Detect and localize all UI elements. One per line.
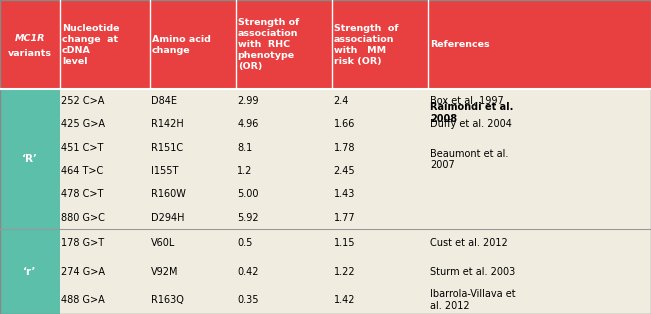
Bar	[150, 0, 236, 89]
Text: variants: variants	[8, 49, 52, 58]
Text: 1.42: 1.42	[333, 295, 355, 305]
Bar	[60, 0, 150, 89]
Text: Ibarrola-Villava et
al. 2012: Ibarrola-Villava et al. 2012	[430, 289, 516, 311]
Text: ‘R’: ‘R’	[22, 154, 38, 164]
Text: V92M: V92M	[151, 267, 179, 277]
Text: 178 G>T: 178 G>T	[61, 238, 105, 248]
Bar	[332, 0, 428, 89]
Bar	[428, 89, 651, 229]
Text: Amino acid
change: Amino acid change	[152, 35, 211, 55]
Text: D294H: D294H	[151, 213, 185, 223]
Text: 274 G>A: 274 G>A	[61, 267, 105, 277]
Bar	[0, 229, 60, 314]
Text: ‘r’: ‘r’	[23, 267, 36, 277]
Text: MC1R: MC1R	[15, 34, 45, 43]
Text: R142H: R142H	[151, 119, 184, 129]
Bar	[236, 0, 332, 89]
Text: Nucleotide
change  at
cDNA
level: Nucleotide change at cDNA level	[62, 24, 119, 66]
Text: Sturm et al. 2003: Sturm et al. 2003	[430, 267, 515, 277]
Text: Cust et al. 2012: Cust et al. 2012	[430, 238, 508, 248]
Text: I155T: I155T	[151, 166, 179, 176]
Text: R163Q: R163Q	[151, 295, 184, 305]
Text: Raimondi et al.
2008: Raimondi et al. 2008	[430, 102, 514, 124]
Bar	[428, 229, 651, 314]
Text: 425 G>A: 425 G>A	[61, 119, 105, 129]
Text: 880 G>C: 880 G>C	[61, 213, 105, 223]
Text: References: References	[430, 40, 490, 49]
Text: 451 C>T: 451 C>T	[61, 143, 104, 153]
Text: 4.96: 4.96	[237, 119, 258, 129]
Text: R151C: R151C	[151, 143, 184, 153]
Text: 1.77: 1.77	[333, 213, 355, 223]
Text: 2.4: 2.4	[333, 96, 349, 106]
Text: 1.15: 1.15	[333, 238, 355, 248]
Text: 478 C>T: 478 C>T	[61, 189, 104, 199]
Text: 1.43: 1.43	[333, 189, 355, 199]
Text: 464 T>C: 464 T>C	[61, 166, 104, 176]
Text: D84E: D84E	[151, 96, 177, 106]
Text: 1.2: 1.2	[237, 166, 253, 176]
Text: V60L: V60L	[151, 238, 176, 248]
Text: Strength  of
association
with   MM
risk (OR): Strength of association with MM risk (OR…	[334, 24, 398, 66]
Text: 0.5: 0.5	[237, 238, 253, 248]
Text: 8.1: 8.1	[237, 143, 253, 153]
Text: Duffy et al. 2004: Duffy et al. 2004	[430, 119, 512, 129]
Bar	[0, 89, 60, 229]
Text: Box et al. 1997: Box et al. 1997	[430, 96, 504, 106]
Bar	[150, 229, 236, 314]
Text: 2.45: 2.45	[333, 166, 355, 176]
Bar	[150, 89, 236, 229]
Bar	[236, 89, 332, 229]
Bar	[236, 229, 332, 314]
Text: 252 C>A: 252 C>A	[61, 96, 105, 106]
Text: Strength of
association
with  RHC
phenotype
(OR): Strength of association with RHC phenoty…	[238, 18, 299, 72]
Bar	[60, 229, 150, 314]
Text: Beaumont et al.
2007: Beaumont et al. 2007	[430, 149, 508, 170]
Text: 0.42: 0.42	[237, 267, 258, 277]
Bar	[0, 0, 60, 89]
Text: 488 G>A: 488 G>A	[61, 295, 105, 305]
Bar	[60, 89, 150, 229]
Text: 5.92: 5.92	[237, 213, 259, 223]
Text: 1.78: 1.78	[333, 143, 355, 153]
Text: 1.66: 1.66	[333, 119, 355, 129]
Text: 1.22: 1.22	[333, 267, 355, 277]
Text: 0.35: 0.35	[237, 295, 258, 305]
Text: 5.00: 5.00	[237, 189, 258, 199]
Text: 2.99: 2.99	[237, 96, 258, 106]
Bar	[332, 229, 428, 314]
Text: R160W: R160W	[151, 189, 186, 199]
Bar	[428, 0, 651, 89]
Bar	[332, 89, 428, 229]
